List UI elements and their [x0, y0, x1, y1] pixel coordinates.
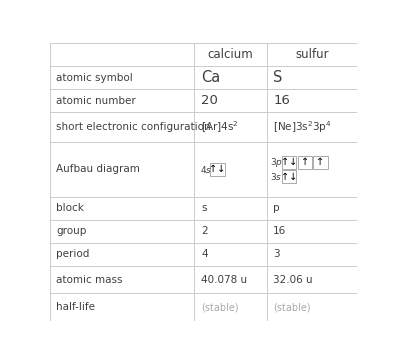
Text: 40.078 u: 40.078 u [201, 275, 247, 284]
Text: 3: 3 [273, 249, 280, 259]
Text: atomic symbol: atomic symbol [56, 73, 133, 83]
Text: sulfur: sulfur [295, 48, 329, 61]
Text: s: s [201, 203, 206, 213]
Text: 2: 2 [201, 226, 208, 236]
Text: (stable): (stable) [273, 303, 311, 312]
FancyBboxPatch shape [282, 170, 297, 183]
Text: 20: 20 [201, 95, 218, 108]
Text: ↑↓: ↑↓ [281, 157, 297, 167]
Text: $3p$: $3p$ [270, 156, 283, 169]
Text: Ca: Ca [201, 70, 220, 86]
Text: $3s$: $3s$ [270, 171, 282, 182]
Text: p: p [273, 203, 280, 213]
Text: half-life: half-life [56, 303, 95, 312]
Text: calcium: calcium [208, 48, 253, 61]
Text: 16: 16 [273, 95, 290, 108]
Text: $\mathregular{[Ar]4s^{2}}$: $\mathregular{[Ar]4s^{2}}$ [201, 119, 239, 135]
FancyBboxPatch shape [282, 156, 297, 169]
Text: ↑: ↑ [301, 157, 309, 167]
Text: atomic number: atomic number [56, 96, 136, 106]
FancyBboxPatch shape [210, 163, 225, 176]
Text: $4s$: $4s$ [200, 164, 212, 175]
Text: 32.06 u: 32.06 u [273, 275, 313, 284]
Text: Aufbau diagram: Aufbau diagram [56, 164, 140, 174]
Text: $\mathregular{[Ne]3s^{2}3p^{4}}$: $\mathregular{[Ne]3s^{2}3p^{4}}$ [273, 119, 332, 135]
Text: period: period [56, 249, 90, 259]
Text: ↑↓: ↑↓ [209, 164, 225, 174]
Text: atomic mass: atomic mass [56, 275, 123, 284]
Text: 16: 16 [273, 226, 287, 236]
FancyBboxPatch shape [298, 156, 312, 169]
Text: ↑: ↑ [316, 157, 325, 167]
Text: (stable): (stable) [201, 303, 239, 312]
Text: group: group [56, 226, 87, 236]
Text: block: block [56, 203, 84, 213]
Text: short electronic configuration: short electronic configuration [56, 122, 211, 132]
Text: ↑↓: ↑↓ [281, 171, 297, 182]
Text: S: S [273, 70, 283, 86]
FancyBboxPatch shape [313, 156, 328, 169]
Text: 4: 4 [201, 249, 208, 259]
